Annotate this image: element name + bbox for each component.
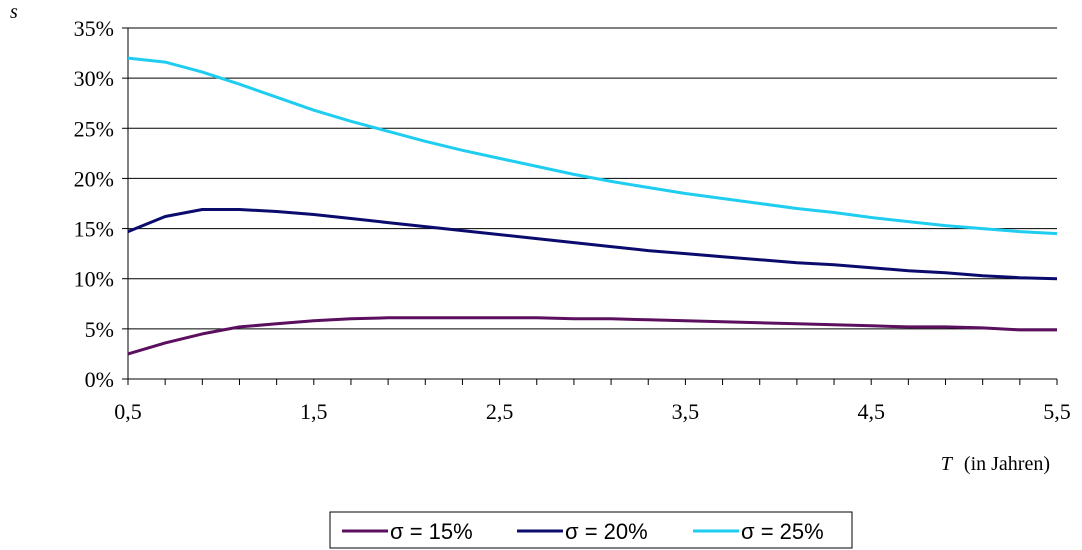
y-tick-label: 25% [74, 116, 114, 141]
y-tick-label: 20% [74, 166, 114, 191]
x-tick-label: 5,5 [1043, 399, 1071, 424]
y-tick-label: 30% [74, 66, 114, 91]
x-tick-label: 1,5 [300, 399, 328, 424]
legend: σ = 15% σ = 20% σ = 25% [329, 511, 853, 549]
x-tick-labels: 0,5 1,5 2,5 3,5 4,5 5,5 [114, 399, 1071, 424]
y-tick-label: 10% [74, 267, 114, 292]
series-line-3 [127, 56, 1058, 236]
x-axis-label: T (in Jahren) [941, 453, 1050, 475]
y-tick-label: 35% [74, 16, 114, 41]
legend-box [329, 511, 853, 549]
x-tick-label: 3,5 [672, 399, 700, 424]
y-tick-label: 5% [85, 317, 114, 342]
x-tick-label: 4,5 [857, 399, 885, 424]
y-tick-labels: 0% 5% 10% 15% 20% 25% 30% 35% [74, 16, 114, 392]
x-axis-symbol: T [941, 453, 954, 475]
axes [122, 27, 1058, 385]
x-tick-label: 2,5 [486, 399, 514, 424]
x-tick-label: 0,5 [114, 399, 142, 424]
legend-label: σ = 25% [741, 519, 824, 544]
y-axis-label: s [10, 1, 18, 23]
legend-items: σ = 15% σ = 20% σ = 25% [342, 519, 824, 544]
series-lines [127, 56, 1058, 356]
series-line-2 [127, 208, 1058, 281]
series-line-1 [127, 316, 1057, 356]
x-axis-unit: (in Jahren) [964, 453, 1050, 475]
legend-label: σ = 15% [390, 519, 473, 544]
gridlines [128, 27, 1057, 330]
y-tick-label: 15% [74, 217, 114, 242]
legend-label: σ = 20% [565, 519, 648, 544]
y-tick-label: 0% [85, 367, 114, 392]
